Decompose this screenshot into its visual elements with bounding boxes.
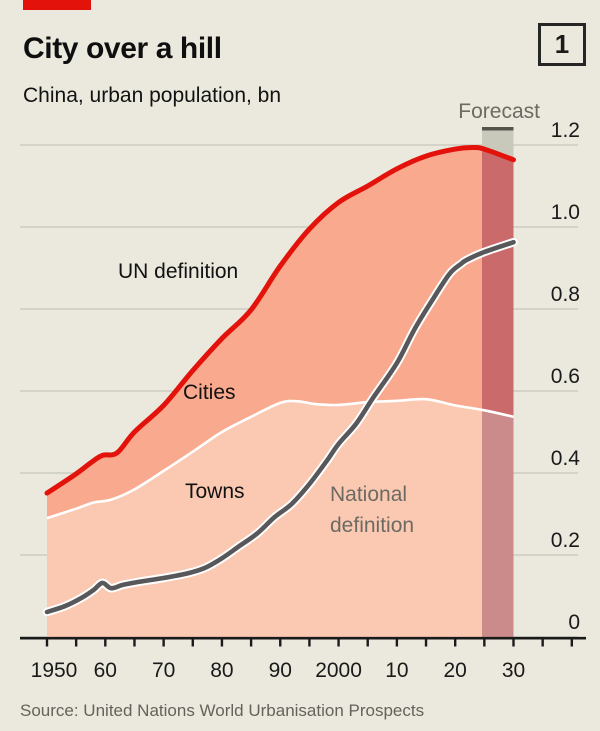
forecast-label: Forecast [458,100,540,123]
forecast-cap-edge [482,127,514,131]
figure-number-box: 1 [538,23,586,66]
area-label-cities: Cities [183,381,236,404]
chart-subtitle: China, urban population, bn [23,84,282,107]
un-definition-line [44,144,516,496]
figure-number: 1 [554,29,570,59]
page-title: City over a hill [23,32,222,65]
y-tick-label: 0.8 [550,283,580,306]
x-tick-label: 90 [268,659,292,682]
towns-divider-line [46,397,514,520]
x-tick-label: 80 [210,659,234,682]
y-tick-label: 0 [568,611,580,634]
area-label-towns: Towns [185,480,245,503]
y-tick-label: 0.2 [550,529,580,552]
source-note: Source: United Nations World Urbanisatio… [20,701,425,720]
x-tick-label: 2000 [315,659,362,682]
x-tick-label: 1950 [30,659,78,682]
x-tick-label: 20 [443,659,467,682]
brand-bar [23,0,91,10]
forecast-band [482,148,514,637]
x-tick-label: 60 [93,659,117,682]
national-label-line1: National [330,483,408,506]
y-tick-label: 1.2 [550,119,580,142]
y-tick-label: 0.6 [550,365,580,388]
x-tick-label: 70 [151,659,176,682]
y-tick-label: 0.4 [550,447,580,470]
x-tick-label: 30 [501,659,526,682]
series-label-national-definition: National definition [330,479,414,541]
national-definition-line [44,239,516,615]
x-tick-label: 10 [385,659,409,682]
national-label-line2: definition [330,514,415,537]
series-label-un-definition: UN definition [118,260,239,283]
y-tick-label: 1.0 [550,201,580,224]
